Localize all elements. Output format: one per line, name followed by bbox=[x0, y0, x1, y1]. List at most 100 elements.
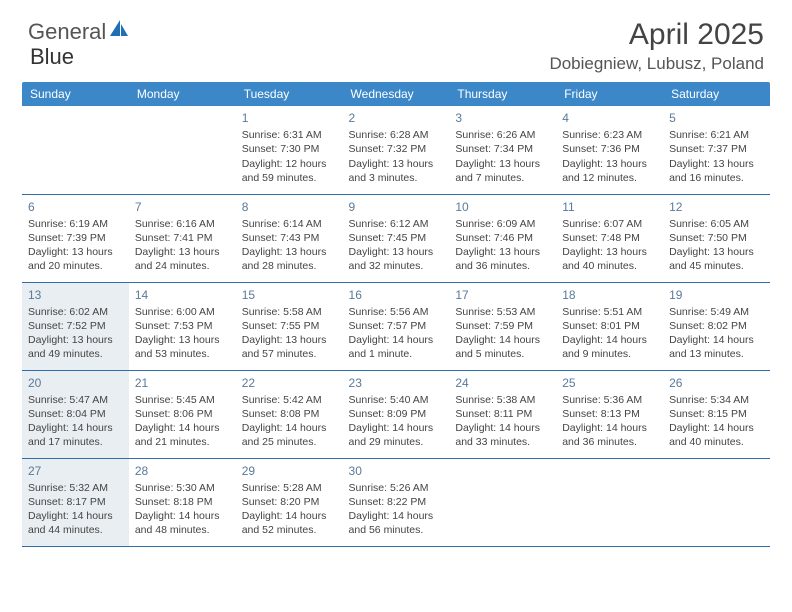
day-cell: 30Sunrise: 5:26 AMSunset: 8:22 PMDayligh… bbox=[343, 458, 450, 546]
daylight-text: Daylight: 14 hours and 25 minutes. bbox=[242, 421, 337, 449]
day-number: 15 bbox=[242, 287, 337, 303]
logo-text-general: General bbox=[28, 19, 106, 45]
day-number: 25 bbox=[562, 375, 657, 391]
sunrise-text: Sunrise: 5:49 AM bbox=[669, 305, 764, 319]
sunrise-text: Sunrise: 5:36 AM bbox=[562, 393, 657, 407]
day-cell: 5Sunrise: 6:21 AMSunset: 7:37 PMDaylight… bbox=[663, 106, 770, 194]
daylight-text: Daylight: 13 hours and 12 minutes. bbox=[562, 157, 657, 185]
sunset-text: Sunset: 8:13 PM bbox=[562, 407, 657, 421]
sunset-text: Sunset: 7:59 PM bbox=[455, 319, 550, 333]
day-number: 11 bbox=[562, 199, 657, 215]
sunrise-text: Sunrise: 5:32 AM bbox=[28, 481, 123, 495]
sunrise-text: Sunrise: 6:16 AM bbox=[135, 217, 230, 231]
day-number: 8 bbox=[242, 199, 337, 215]
col-wednesday: Wednesday bbox=[343, 82, 450, 106]
daylight-text: Daylight: 14 hours and 52 minutes. bbox=[242, 509, 337, 537]
sunset-text: Sunset: 8:08 PM bbox=[242, 407, 337, 421]
sail-icon bbox=[108, 18, 130, 45]
sunrise-text: Sunrise: 6:07 AM bbox=[562, 217, 657, 231]
day-cell: 17Sunrise: 5:53 AMSunset: 7:59 PMDayligh… bbox=[449, 282, 556, 370]
day-cell bbox=[449, 458, 556, 546]
daylight-text: Daylight: 13 hours and 45 minutes. bbox=[669, 245, 764, 273]
sunset-text: Sunset: 7:41 PM bbox=[135, 231, 230, 245]
sunrise-text: Sunrise: 6:26 AM bbox=[455, 128, 550, 142]
sunset-text: Sunset: 7:57 PM bbox=[349, 319, 444, 333]
sunrise-text: Sunrise: 6:02 AM bbox=[28, 305, 123, 319]
sunset-text: Sunset: 8:18 PM bbox=[135, 495, 230, 509]
day-number: 13 bbox=[28, 287, 123, 303]
sunset-text: Sunset: 7:45 PM bbox=[349, 231, 444, 245]
daylight-text: Daylight: 13 hours and 16 minutes. bbox=[669, 157, 764, 185]
day-cell: 27 Sunrise: 5:32 AMSunset: 8:17 PMDayligh… bbox=[22, 458, 129, 546]
col-thursday: Thursday bbox=[449, 82, 556, 106]
sunset-text: Sunset: 7:37 PM bbox=[669, 142, 764, 156]
day-number: 23 bbox=[349, 375, 444, 391]
sunset-text: Sunset: 8:02 PM bbox=[669, 319, 764, 333]
day-cell: 2Sunrise: 6:28 AMSunset: 7:32 PMDaylight… bbox=[343, 106, 450, 194]
week-row: 20Sunrise: 5:47 AMSunset: 8:04 PMDayligh… bbox=[22, 370, 770, 458]
daylight-text: Daylight: 13 hours and 57 minutes. bbox=[242, 333, 337, 361]
sunrise-text: Sunrise: 6:09 AM bbox=[455, 217, 550, 231]
sunrise-text: Sunrise: 6:19 AM bbox=[28, 217, 123, 231]
day-cell bbox=[22, 106, 129, 194]
sunrise-text: Sunrise: 5:34 AM bbox=[669, 393, 764, 407]
day-number: 27 bbox=[28, 463, 123, 479]
sunrise-text: Sunrise: 6:28 AM bbox=[349, 128, 444, 142]
day-cell: 21Sunrise: 5:45 AMSunset: 8:06 PMDayligh… bbox=[129, 370, 236, 458]
day-cell: 18Sunrise: 5:51 AMSunset: 8:01 PMDayligh… bbox=[556, 282, 663, 370]
sunrise-text: Sunrise: 6:14 AM bbox=[242, 217, 337, 231]
logo-text-blue: Blue bbox=[30, 44, 74, 70]
daylight-text: Daylight: 14 hours and 36 minutes. bbox=[562, 421, 657, 449]
day-cell bbox=[663, 458, 770, 546]
day-number: 4 bbox=[562, 110, 657, 126]
daylight-text: Daylight: 14 hours and 9 minutes. bbox=[562, 333, 657, 361]
daylight-text: Daylight: 12 hours and 59 minutes. bbox=[242, 157, 337, 185]
day-cell: 20Sunrise: 5:47 AMSunset: 8:04 PMDayligh… bbox=[22, 370, 129, 458]
day-cell: 12Sunrise: 6:05 AMSunset: 7:50 PMDayligh… bbox=[663, 194, 770, 282]
sunset-text: Sunset: 8:11 PM bbox=[455, 407, 550, 421]
daylight-text: Daylight: 14 hours and 48 minutes. bbox=[135, 509, 230, 537]
sunrise-text: Sunrise: 5:56 AM bbox=[349, 305, 444, 319]
day-cell: 22Sunrise: 5:42 AMSunset: 8:08 PMDayligh… bbox=[236, 370, 343, 458]
day-number: 22 bbox=[242, 375, 337, 391]
day-cell: 19 Sunrise: 5:49 AMSunset: 8:02 PMDayligh… bbox=[663, 282, 770, 370]
sunrise-text: Sunrise: 6:12 AM bbox=[349, 217, 444, 231]
day-number: 2 bbox=[349, 110, 444, 126]
day-cell: 13Sunrise: 6:02 AMSunset: 7:52 PMDayligh… bbox=[22, 282, 129, 370]
sunrise-text: Sunrise: 5:53 AM bbox=[455, 305, 550, 319]
col-saturday: Saturday bbox=[663, 82, 770, 106]
sunset-text: Sunset: 8:04 PM bbox=[28, 407, 123, 421]
sunset-text: Sunset: 8:17 PM bbox=[28, 495, 123, 509]
col-tuesday: Tuesday bbox=[236, 82, 343, 106]
day-number: 9 bbox=[349, 199, 444, 215]
sunset-text: Sunset: 8:20 PM bbox=[242, 495, 337, 509]
daylight-text: Daylight: 14 hours and 44 minutes. bbox=[28, 509, 123, 537]
day-cell: 29 Sunrise: 5:28 AMSunset: 8:20 PMDayligh… bbox=[236, 458, 343, 546]
daylight-text: Daylight: 13 hours and 40 minutes. bbox=[562, 245, 657, 273]
sunset-text: Sunset: 8:01 PM bbox=[562, 319, 657, 333]
daylight-text: Daylight: 14 hours and 29 minutes. bbox=[349, 421, 444, 449]
day-cell: 16Sunrise: 5:56 AMSunset: 7:57 PMDayligh… bbox=[343, 282, 450, 370]
header: General April 2025 Dobiegniew, Lubusz, P… bbox=[0, 0, 792, 82]
day-cell: 14Sunrise: 6:00 AMSunset: 7:53 PMDayligh… bbox=[129, 282, 236, 370]
daylight-text: Daylight: 13 hours and 36 minutes. bbox=[455, 245, 550, 273]
sunrise-text: Sunrise: 6:23 AM bbox=[562, 128, 657, 142]
header-row: Sunday Monday Tuesday Wednesday Thursday… bbox=[22, 82, 770, 106]
sunset-text: Sunset: 7:32 PM bbox=[349, 142, 444, 156]
daylight-text: Daylight: 14 hours and 5 minutes. bbox=[455, 333, 550, 361]
day-cell: 10Sunrise: 6:09 AMSunset: 7:46 PMDayligh… bbox=[449, 194, 556, 282]
daylight-text: Daylight: 14 hours and 13 minutes. bbox=[669, 333, 764, 361]
daylight-text: Daylight: 14 hours and 56 minutes. bbox=[349, 509, 444, 537]
day-number: 29 bbox=[242, 463, 337, 479]
sunrise-text: Sunrise: 5:28 AM bbox=[242, 481, 337, 495]
sunrise-text: Sunrise: 5:30 AM bbox=[135, 481, 230, 495]
day-number: 19 bbox=[669, 287, 764, 303]
day-cell: 23Sunrise: 5:40 AMSunset: 8:09 PMDayligh… bbox=[343, 370, 450, 458]
daylight-text: Daylight: 13 hours and 7 minutes. bbox=[455, 157, 550, 185]
title-block: April 2025 Dobiegniew, Lubusz, Poland bbox=[549, 18, 764, 74]
day-number: 30 bbox=[349, 463, 444, 479]
col-sunday: Sunday bbox=[22, 82, 129, 106]
daylight-text: Daylight: 14 hours and 33 minutes. bbox=[455, 421, 550, 449]
daylight-text: Daylight: 14 hours and 40 minutes. bbox=[669, 421, 764, 449]
col-monday: Monday bbox=[129, 82, 236, 106]
